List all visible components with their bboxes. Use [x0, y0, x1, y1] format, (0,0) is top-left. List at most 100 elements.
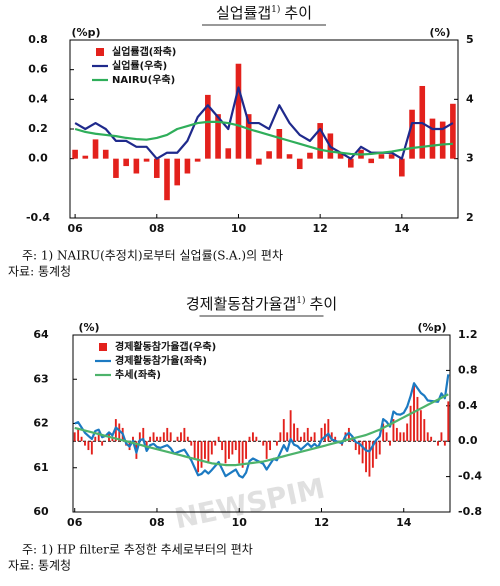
y2-tick-label: 1.2 — [458, 328, 478, 341]
bar — [194, 158, 201, 162]
bar — [186, 436, 189, 442]
y-unit: (%) — [78, 321, 99, 334]
note: 주: 1) NAIRU(추정치)로부터 실업률(S.A.)의 편차 — [22, 249, 283, 263]
bar — [225, 148, 232, 159]
bar — [101, 441, 104, 446]
legend-label: 추세(좌축) — [115, 368, 161, 381]
bar — [269, 441, 272, 451]
bar — [133, 158, 140, 174]
bar — [149, 436, 152, 442]
bar — [152, 432, 155, 442]
bar — [310, 436, 313, 442]
bar — [204, 441, 206, 459]
line — [74, 120, 453, 156]
bar — [164, 158, 170, 201]
bar — [153, 158, 160, 178]
bar — [262, 441, 265, 446]
bar — [437, 441, 439, 446]
title-main: 실업률갭 — [216, 4, 271, 22]
bar — [313, 432, 316, 442]
bar — [183, 427, 186, 442]
y-tick-label: 63 — [33, 372, 48, 385]
legend-label: NAIRU(우축) — [112, 73, 175, 86]
bar — [347, 427, 350, 442]
bar — [330, 432, 333, 442]
bar — [327, 419, 330, 442]
bar — [82, 155, 89, 159]
y2-tick-label: 4 — [466, 92, 474, 105]
bar — [200, 441, 203, 468]
bar — [354, 441, 357, 451]
x-tick-label: 12 — [313, 222, 328, 235]
bar — [399, 158, 405, 177]
bar — [385, 432, 388, 442]
bar — [159, 436, 162, 442]
note: 자료: 통계청 — [8, 559, 71, 573]
bar — [440, 432, 443, 442]
bar — [224, 441, 227, 464]
y2-tick-label: 0.0 — [458, 434, 478, 447]
legend-label: 경제활동참가율갭(우축) — [115, 340, 216, 353]
chart-title: 실업률갭1) 추이 — [216, 4, 312, 23]
bar — [368, 441, 371, 477]
bar — [217, 436, 220, 442]
y2-tick-label: 5 — [466, 33, 474, 46]
y-tick-label: 0.2 — [28, 122, 48, 135]
y2-tick-label: -0.4 — [458, 470, 482, 483]
bar — [409, 109, 415, 159]
line — [74, 393, 449, 467]
bar — [334, 436, 337, 442]
bar — [73, 432, 76, 442]
y2-unit: (%) — [429, 26, 450, 39]
title-suffix: 추이 — [310, 295, 338, 313]
legend-swatch — [99, 343, 107, 351]
bar — [234, 441, 237, 451]
bar — [409, 405, 412, 442]
x-tick-label: 12 — [314, 516, 329, 529]
bar — [174, 158, 181, 186]
bar — [241, 441, 244, 468]
bar — [429, 118, 436, 159]
bar — [276, 129, 283, 159]
bar — [402, 432, 405, 442]
bar — [443, 441, 446, 446]
note: 자료: 통계청 — [8, 265, 71, 279]
x-tick-label: 14 — [394, 222, 410, 235]
bar — [282, 419, 285, 442]
bar — [450, 103, 456, 159]
legend-label: 경제활동참가율(좌축) — [115, 354, 207, 367]
bar — [245, 114, 252, 159]
title-suffix: 추이 — [284, 4, 312, 22]
y2-tick-label: 3 — [466, 152, 474, 165]
bar — [184, 158, 191, 174]
bar — [94, 436, 97, 442]
bar — [72, 149, 78, 159]
y-tick-label: 0.8 — [28, 33, 48, 46]
bar — [265, 441, 268, 459]
bar — [118, 423, 121, 442]
x-tick-label: 06 — [67, 222, 83, 235]
title-note: 1) — [271, 4, 280, 15]
bar — [279, 432, 282, 442]
bar — [169, 432, 172, 442]
y2-tick-label: -0.8 — [458, 505, 482, 518]
y2-unit: (%p) — [418, 321, 447, 334]
bar — [293, 423, 296, 442]
bar — [238, 441, 241, 464]
bar — [439, 121, 446, 159]
bar — [317, 123, 323, 159]
bar — [256, 158, 262, 165]
bar — [426, 432, 429, 442]
bar — [197, 441, 200, 473]
bar — [227, 441, 230, 459]
bar — [214, 441, 217, 446]
bar — [156, 436, 158, 442]
y-tick-label: 0.4 — [28, 92, 48, 105]
bar — [306, 427, 309, 442]
bar — [368, 158, 375, 164]
bar — [337, 152, 344, 159]
x-tick-label: 14 — [396, 516, 412, 529]
y-tick-label: 64 — [33, 328, 49, 341]
bar — [296, 427, 299, 442]
bar — [87, 441, 90, 451]
